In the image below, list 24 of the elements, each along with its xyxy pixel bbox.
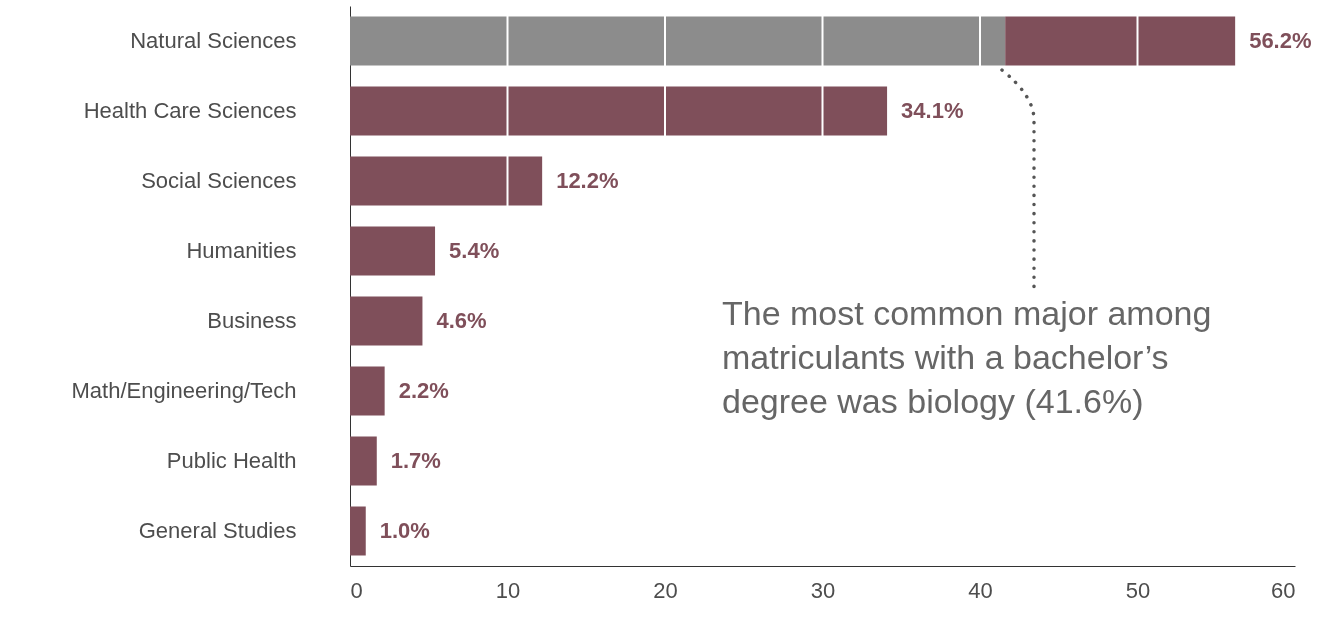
y-tick-label: Business bbox=[207, 308, 297, 333]
x-tick-label: 30 bbox=[810, 577, 836, 603]
x-tick-label: 20 bbox=[653, 577, 678, 603]
x-tick-label: 40 bbox=[968, 577, 993, 603]
x-tick-label: 60 bbox=[1271, 577, 1296, 603]
total-label: 5.4% bbox=[449, 238, 500, 263]
y-tick-label: Public Health bbox=[166, 448, 297, 473]
total-label: 2.2% bbox=[398, 378, 449, 403]
total-label: 56.2% bbox=[1249, 28, 1312, 53]
y-tick-label: Math/Engineering/Tech bbox=[71, 378, 297, 403]
y-tick-label: Social Sciences bbox=[141, 168, 297, 193]
y-tick-label: Humanities bbox=[186, 238, 297, 263]
y-tick-label: Health Care Sciences bbox=[83, 98, 297, 123]
y-tick-label: Natural Sciences bbox=[130, 28, 297, 53]
total-label: 12.2% bbox=[556, 168, 619, 193]
x-tick-label: 10 bbox=[495, 577, 521, 603]
x-tick-label: 50 bbox=[1125, 577, 1151, 603]
total-label: 4.6% bbox=[436, 308, 487, 333]
total-label: 1.7% bbox=[390, 448, 441, 473]
annotation: The most common major among matriculants with a bachelor’s degree was biology (41.6%) bbox=[722, 294, 1212, 420]
x-tick-label: 0 bbox=[350, 577, 363, 603]
total-label: 1.0% bbox=[379, 518, 430, 543]
total-label: 34.1% bbox=[901, 98, 964, 123]
y-tick-label: General Studies bbox=[138, 518, 297, 543]
